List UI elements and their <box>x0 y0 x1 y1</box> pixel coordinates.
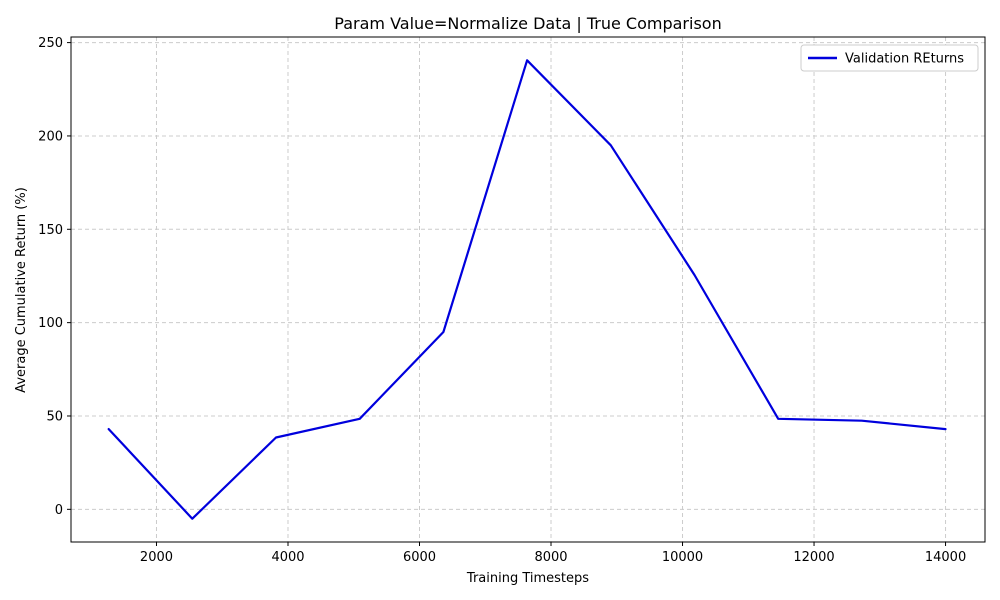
x-tick-label: 6000 <box>403 550 436 565</box>
series-line-validation-returns <box>107 59 947 520</box>
grid-lines <box>71 37 985 542</box>
x-tick-label: 2000 <box>140 550 173 565</box>
y-tick-label: 50 <box>46 409 63 424</box>
y-axis-ticks: 0 50 100 150 200 250 <box>38 36 71 518</box>
chart-title: Param Value=Normalize Data | True Compar… <box>334 14 721 33</box>
legend-box <box>800 44 979 72</box>
series-layer <box>107 59 947 520</box>
y-axis-label: Average Cumulative Return (%) <box>14 187 29 393</box>
x-tick-label: 8000 <box>534 550 567 565</box>
y-tick-label: 200 <box>38 129 63 144</box>
plot-area-frame <box>70 36 986 543</box>
y-tick-label: 250 <box>38 36 63 51</box>
y-tick-label: 100 <box>38 316 63 331</box>
legend-label: Validation REturns <box>845 52 964 67</box>
x-axis-label: Training Timesteps <box>466 571 589 586</box>
x-tick-label: 4000 <box>271 550 304 565</box>
x-tick-label: 10000 <box>662 550 703 565</box>
y-tick-label: 150 <box>38 223 63 238</box>
x-tick-label: 14000 <box>925 550 966 565</box>
x-axis-ticks: 2000 4000 6000 8000 10000 12000 14000 <box>140 542 966 565</box>
x-tick-label: 12000 <box>793 550 834 565</box>
y-tick-label: 0 <box>55 503 63 518</box>
legend: Validation REturns <box>800 44 979 72</box>
